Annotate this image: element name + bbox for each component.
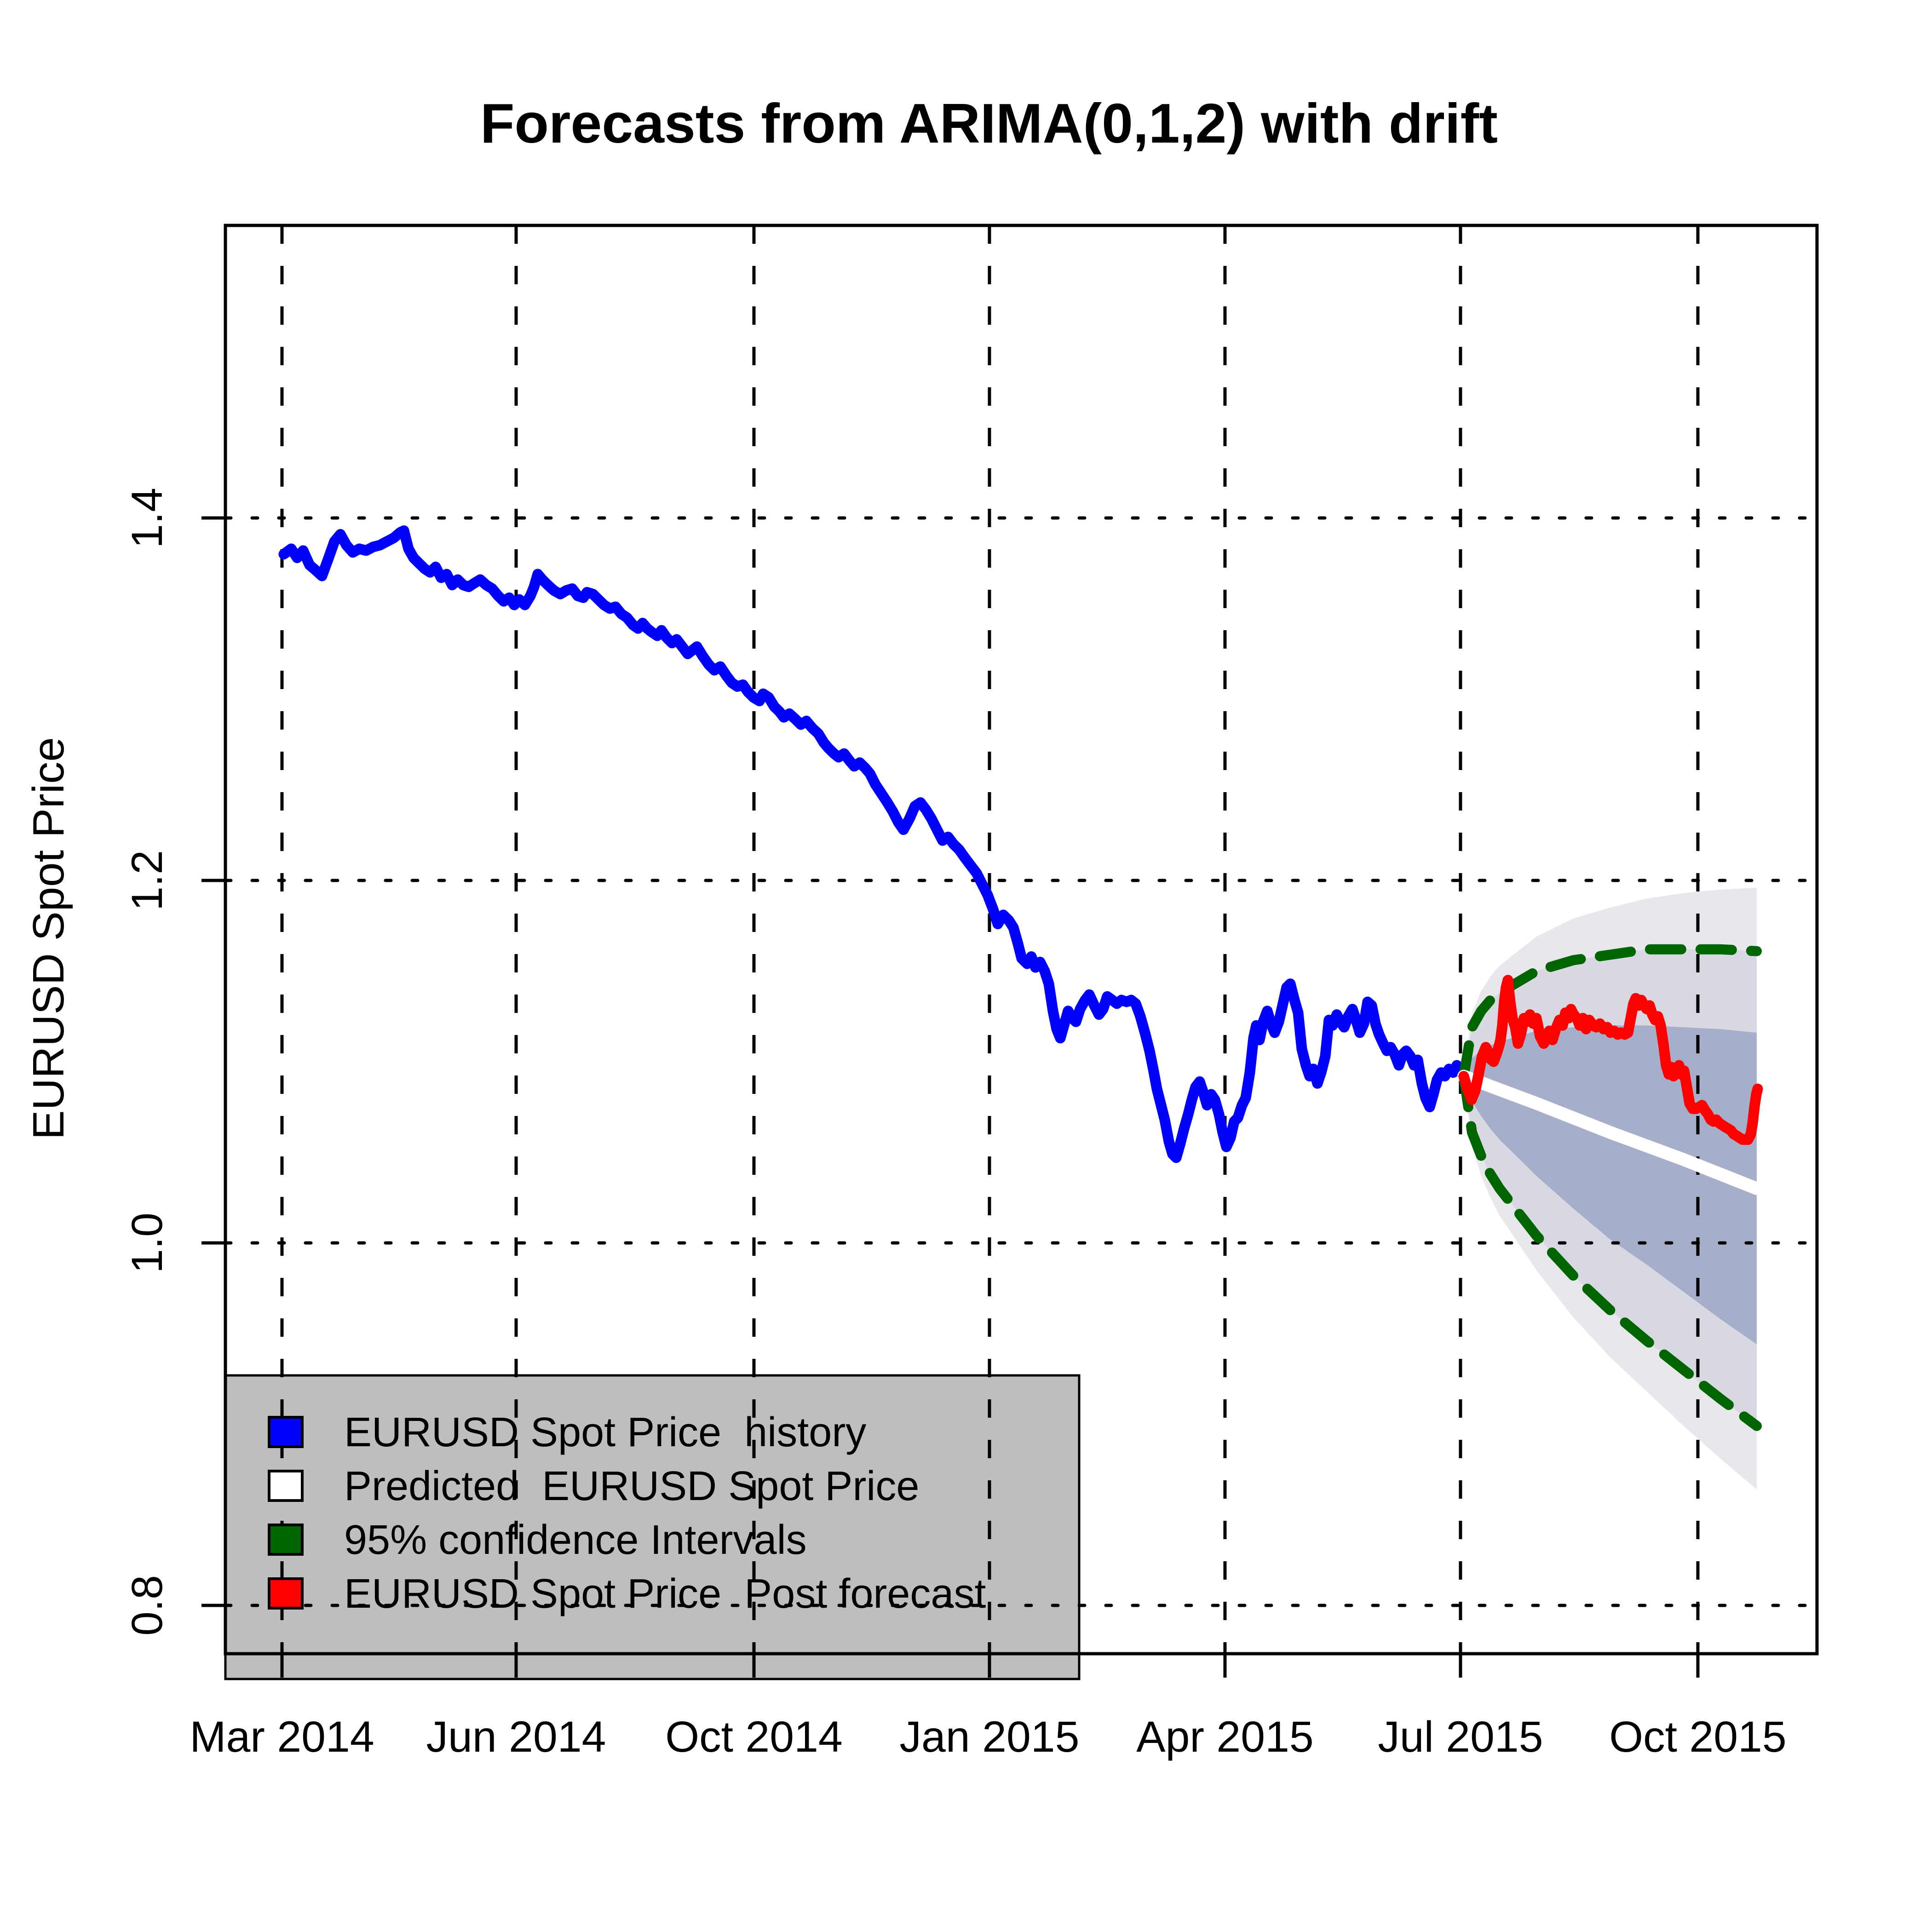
x-tick-label-Jun 2014: Jun 2014 [426,1713,606,1761]
series-layer [278,525,1763,1431]
chart-title: Forecasts from ARIMA(0,1,2) with drift [480,92,1498,155]
x-tick-label-Apr 2015: Apr 2015 [1136,1713,1314,1761]
x-tick-label-Jan 2015: Jan 2015 [900,1713,1080,1761]
legend: EURUSD Spot Price history Predicted EURUS… [268,1409,986,1617]
series-eurusd-spot-price-history [278,525,1469,1163]
legend-background-layer [224,1374,1081,1680]
legend-swatch-4 [268,1577,304,1610]
series-95-confidence-upper [1459,944,1762,1081]
legend-swatch-2 [268,1470,304,1502]
x-tick-label-Mar 2014: Mar 2014 [190,1713,374,1761]
x-tick-label-Oct 2014: Oct 2014 [665,1713,843,1761]
plot-frame [224,224,1819,1656]
y-tick-label-0.8: 0.8 [123,1575,172,1636]
axis-tick-layer [201,516,1700,1678]
x-tick-label-Jul 2015: Jul 2015 [1378,1713,1543,1761]
y-tick-label-1.4: 1.4 [123,488,172,548]
legend-item-label-2: Predicted EURUSD Spot Price [344,1463,919,1509]
y-tick-label-1: 1.0 [123,1213,172,1273]
legend-swatch-3 [268,1524,304,1556]
legend-swatch-1 [268,1416,304,1448]
y-tick-label-layer: 0.8 1.0 1.2 1.4 [123,488,172,1636]
y-tick-label-1.2: 1.2 [123,850,172,911]
legend-item-label-4: EURUSD Spot Price Post forecast [344,1571,986,1617]
y-axis-title: EURUSD Spot Price [24,737,73,1140]
series-95-confidence-lower [1459,1071,1762,1431]
series-eurusd-spot-price-post-forecast [1458,975,1763,1145]
x-tick-label-Oct 2015: Oct 2015 [1609,1713,1787,1761]
legend-item-label-1: EURUSD Spot Price history [344,1409,866,1455]
series-predicted-eurusd-spot-price [1457,1070,1763,1195]
legend-box [224,1374,1081,1680]
legend-item-label-3: 95% confidence Intervals [344,1517,807,1563]
x-tick-label-layer: Mar 2014 Jun 2014 Oct 2014 Jan 2015 Apr 2015… [190,1713,1786,1761]
gridline-layer [224,225,1819,1654]
